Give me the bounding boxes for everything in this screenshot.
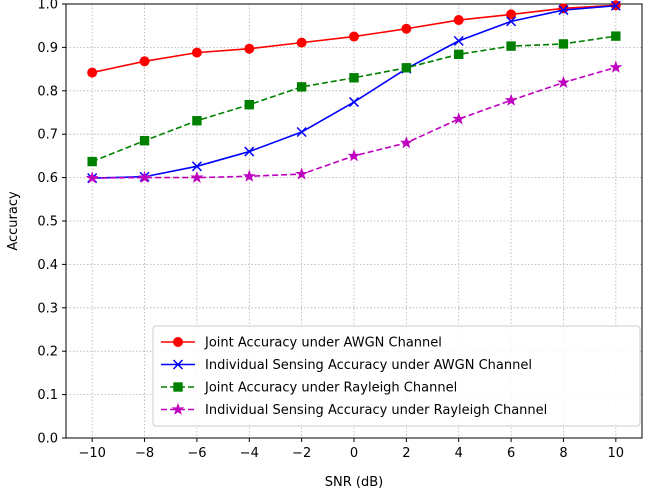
data-point [87,156,97,167]
data-point [453,15,464,26]
legend: Joint Accuracy under AWGN Channel Individ… [152,325,641,427]
y-tick-label: 0.1 [37,388,58,403]
data-point [401,23,412,34]
y-tick-label: 0.0 [37,432,58,447]
y-axis-label: Accuracy [6,191,21,251]
x-tick-label: −6 [187,446,206,461]
data-point [347,149,361,162]
data-point [453,35,464,46]
x-axis-label: SNR (dB) [325,475,383,490]
series-line [92,66,617,179]
x-tick-label: 10 [608,446,625,461]
legend-marker [173,382,183,392]
data-point [244,43,255,54]
data-point [610,0,621,11]
y-tick-label: 0.7 [37,128,58,143]
series-layer [85,0,623,184]
data-point [139,136,150,146]
data-point [557,75,570,88]
x-tick-label: 2 [402,446,410,461]
data-point [454,49,464,60]
legend-entry: Individual Sensing Accuracy under AWGN C… [161,358,532,373]
data-point [349,73,359,83]
legend-entry: Joint Accuracy under Rayleigh Channel [161,381,457,396]
x-tick-label: 4 [455,446,463,461]
legend-box [152,325,641,427]
data-point [191,47,202,58]
data-point [296,37,307,48]
legend-marker [173,337,183,347]
y-tick-label: 0.9 [37,41,58,56]
legend-label: Joint Accuracy under AWGN Channel [204,336,442,351]
data-point [139,56,150,67]
y-tick-label: 1.0 [37,0,58,13]
y-tick-label: 0.4 [37,258,58,273]
data-point [85,171,99,184]
data-point [611,31,621,41]
data-point [190,170,204,184]
x-tick-label: −10 [78,446,105,461]
y-tick-label: 0.5 [37,215,58,230]
x-tick-label: 8 [559,446,567,461]
data-point [506,16,517,27]
data-point [296,126,307,138]
legend-entry: Individual Sensing Accuracy under Raylei… [161,402,547,418]
data-point [506,9,517,20]
data-point [296,82,307,92]
data-point [558,39,569,49]
data-point [191,161,202,172]
data-point [506,41,516,51]
data-point [244,146,255,157]
data-point [399,136,413,149]
data-point [244,99,254,110]
data-point [558,5,569,16]
legend-entry: Joint Accuracy under AWGN Channel [161,336,442,351]
data-point [609,60,623,73]
data-point [348,97,360,108]
data-point [349,31,359,42]
series-4 [85,60,623,184]
legend-label: Individual Sensing Accuracy under Raylei… [205,403,547,418]
data-point [87,67,98,78]
data-point [242,169,256,182]
axes: −10 −8 −6 −4 −2 0 2 4 6 8 10 0.0 0.1 0.2 0.3 0.4 0.5 0.6 0… [37,0,643,461]
legend-marker [172,359,184,370]
legend-label: Individual Sensing Accuracy under AWGN C… [205,358,532,373]
data-point [452,112,466,125]
legend-marker [171,402,185,415]
series-3 [87,31,621,167]
y-tick-label: 0.6 [37,171,58,186]
data-point [192,116,202,126]
legend-label: Joint Accuracy under Rayleigh Channel [204,381,457,396]
x-tick-label: 6 [507,446,515,461]
data-point [138,170,151,184]
data-point [295,167,309,180]
data-point [504,93,518,106]
y-tick-label: 0.2 [37,345,58,360]
x-tick-label: −8 [135,446,154,461]
data-point [401,63,412,73]
x-tick-label: −2 [292,446,311,461]
y-tick-label: 0.8 [37,84,58,99]
y-tick-label: 0.3 [37,301,58,316]
x-tick-label: 0 [350,446,358,461]
x-tick-label: −4 [240,446,259,461]
